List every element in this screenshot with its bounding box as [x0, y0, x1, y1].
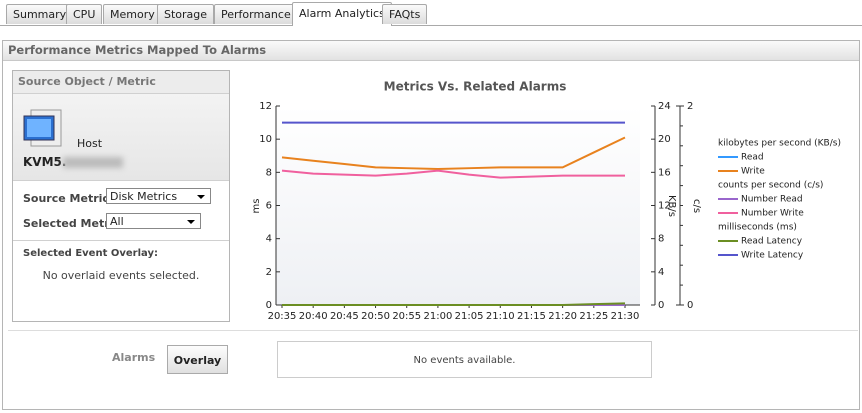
y-tick-label: 6 [266, 201, 272, 212]
y2-tick-label: 12 [658, 201, 671, 212]
y-tick-label: 10 [259, 134, 272, 145]
y-axis-label: ms [251, 199, 262, 214]
legend-label: Number Read [741, 195, 803, 205]
source-metric-select[interactable]: Disk Metrics [106, 188, 211, 204]
y3-axis-label: c/s [691, 199, 702, 213]
series-line [281, 136, 626, 171]
tab[interactable]: CPU [66, 4, 103, 24]
events-box: No events available. [277, 341, 652, 378]
divider [13, 240, 229, 241]
selected-metric-label: Selected Metric: [23, 217, 125, 230]
x-tick-label: 20:35 [268, 311, 297, 322]
x-tick-label: 21:15 [517, 311, 546, 322]
legend-label: Write [741, 167, 765, 177]
host-icon [23, 109, 62, 147]
y-tick-label: 0 [266, 300, 272, 311]
object-type: Host [77, 137, 103, 150]
legend-label: Write Latency [741, 251, 804, 261]
panel: Performance Metrics Mapped To Alarms [2, 40, 860, 410]
y2-tick-label: 20 [658, 134, 671, 145]
plot-area [276, 106, 640, 305]
chart-title: Metrics Vs. Related Alarms [384, 80, 567, 94]
panel-title: Performance Metrics Mapped To Alarms [3, 41, 859, 61]
x-tick-label: 20:40 [299, 311, 328, 322]
source-metric-label: Source Metric: [23, 192, 114, 205]
y2-tick-label: 24 [658, 101, 671, 112]
x-tick-label: 21:20 [548, 311, 577, 322]
y3-tick-label: 2 [687, 101, 693, 112]
legend-label: Read [741, 153, 764, 163]
legend-group-title: kilobytes per second (KB/s) [718, 139, 841, 149]
y-tick-label: 4 [266, 234, 272, 245]
x-tick-label: 20:55 [392, 311, 421, 322]
object-name: KVM5. [23, 155, 67, 169]
tab[interactable]: Storage [157, 4, 215, 24]
legend-label: Read Latency [741, 237, 803, 247]
divider [8, 330, 858, 331]
tab[interactable]: FAQts [382, 4, 428, 24]
x-tick-label: 20:50 [361, 311, 390, 322]
series-line [281, 169, 625, 179]
y2-axis-label: KB/s [666, 195, 677, 217]
legend-label: Number Write [741, 209, 804, 219]
y2-tick-label: 8 [658, 234, 664, 245]
alarms-label: Alarms [112, 351, 156, 364]
tab[interactable]: Summary [6, 4, 74, 24]
overlay-empty: No overlaid events selected. [42, 269, 200, 282]
x-tick-label: 21:25 [579, 311, 608, 322]
overlay-button[interactable]: Overlay [167, 345, 228, 374]
blurred-name [63, 157, 123, 168]
legend-group-title: milliseconds (ms) [718, 223, 797, 233]
series-line [282, 302, 626, 306]
legend-group-title: counts per second (c/s) [718, 181, 823, 191]
x-tick-label: 21:30 [611, 311, 640, 322]
y2-tick-label: 0 [658, 300, 664, 311]
y-tick-label: 12 [259, 101, 272, 112]
tab-bar: Summary CPU Memory Storage Performance Alarm … [0, 0, 862, 26]
x-tick-label: 21:10 [486, 311, 515, 322]
x-tick-label: 21:00 [423, 311, 452, 322]
source-title: Source Object / Metric [13, 71, 229, 94]
tab[interactable]: Alarm Analytics [292, 2, 392, 26]
tab[interactable]: Performance [214, 4, 298, 24]
y2-tick-label: 16 [658, 167, 671, 178]
y3-tick-label: 0 [687, 300, 693, 311]
source-box: Source Object / Metric Host KVM5. Source… [12, 70, 230, 322]
source-object: Host KVM5. [13, 94, 229, 181]
y2-tick-label: 4 [658, 267, 664, 278]
y-tick-label: 8 [266, 167, 272, 178]
overlay-label: Selected Event Overlay: [23, 248, 158, 259]
selected-metric-select[interactable]: All [106, 213, 201, 229]
x-tick-label: 21:05 [455, 311, 484, 322]
x-tick-label: 20:45 [330, 311, 359, 322]
y-tick-label: 2 [266, 267, 272, 278]
